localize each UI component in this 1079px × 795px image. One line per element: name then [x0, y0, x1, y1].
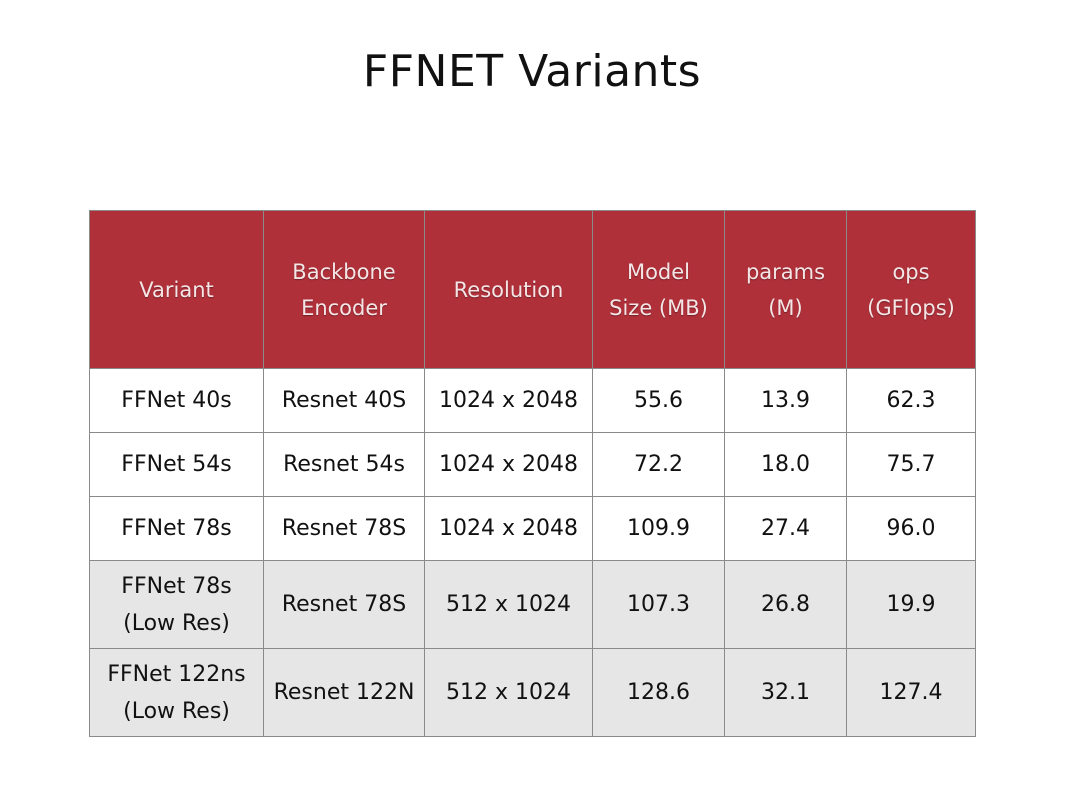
column-header-label: Model: [626, 259, 691, 284]
cell-resolution: 512 x 1024: [424, 648, 593, 737]
cell-text: Resnet 40S: [281, 388, 407, 413]
cell-text: 1024 x 2048: [439, 388, 578, 413]
cell-text: 127.4: [879, 680, 943, 705]
cell-text: FFNet 78s: [121, 573, 232, 599]
cell-text: 107.3: [627, 592, 690, 617]
cell-params: 27.4: [724, 496, 847, 561]
cell-text: FFNet 78s: [121, 516, 232, 541]
cell-backbone: Resnet 78S: [263, 560, 425, 649]
cell-backbone: Resnet 40S: [263, 368, 425, 433]
cell-model-size: 55.6: [592, 368, 725, 433]
cell-text: 512 x 1024: [446, 680, 571, 705]
cell-text: Resnet 78S: [281, 516, 407, 541]
column-header-model-size: Model Size (MB): [592, 210, 725, 369]
cell-text: 96.0: [886, 516, 936, 541]
cell-model-size: 109.9: [592, 496, 725, 561]
table-row: FFNet 40s Resnet 40S 1024 x 2048 55.6 13.9 62…: [89, 368, 976, 433]
cell-backbone: Resnet 78S: [263, 496, 425, 561]
cell-params: 32.1: [724, 648, 847, 737]
cell-model-size: 128.6: [592, 648, 725, 737]
cell-text: 19.9: [886, 592, 936, 617]
cell-params: 26.8: [724, 560, 847, 649]
cell-text: 26.8: [761, 592, 810, 617]
column-header-params: params (M): [724, 210, 847, 369]
cell-text: 128.6: [627, 680, 690, 705]
cell-text: FFNet 54s: [121, 452, 232, 477]
cell-backbone: Resnet 54s: [263, 432, 425, 497]
cell-variant: FFNet 78s: [89, 496, 264, 561]
column-header-resolution: Resolution: [424, 210, 593, 369]
cell-params: 18.0: [724, 432, 847, 497]
column-header-label: Resolution: [453, 277, 564, 302]
cell-params: 13.9: [724, 368, 847, 433]
column-header-label: (GFlops): [867, 295, 955, 320]
column-header-variant: Variant: [89, 210, 264, 369]
cell-backbone: Resnet 122N: [263, 648, 425, 737]
cell-resolution: 1024 x 2048: [424, 368, 593, 433]
cell-ops: 75.7: [846, 432, 976, 497]
variants-table: Variant Backbone Encoder Resolution Model Siz…: [89, 210, 976, 737]
column-header-label: ops: [892, 259, 930, 284]
cell-text: Resnet 122N: [273, 680, 415, 705]
cell-text: 75.7: [886, 452, 936, 477]
cell-text: Resnet 78S: [281, 592, 407, 617]
cell-text: 18.0: [761, 452, 810, 477]
cell-text: 27.4: [761, 516, 810, 541]
column-header-label: Encoder: [301, 295, 387, 320]
cell-text: 13.9: [761, 388, 810, 413]
cell-text: Resnet 54s: [283, 452, 405, 477]
table-row: FFNet 122ns (Low Res) Resnet 122N 512 x 102…: [89, 648, 976, 737]
cell-ops: 96.0: [846, 496, 976, 561]
cell-resolution: 512 x 1024: [424, 560, 593, 649]
cell-ops: 19.9: [846, 560, 976, 649]
cell-model-size: 72.2: [592, 432, 725, 497]
table-row: FFNet 78s (Low Res) Resnet 78S 512 x 1024 10…: [89, 560, 976, 649]
table-header-row: Variant Backbone Encoder Resolution Model Siz…: [89, 210, 976, 369]
column-header-ops: ops (GFlops): [846, 210, 976, 369]
cell-variant: FFNet 54s: [89, 432, 264, 497]
cell-model-size: 107.3: [592, 560, 725, 649]
cell-text: 32.1: [761, 680, 810, 705]
cell-text: (Low Res): [123, 698, 230, 724]
column-header-label: (M): [768, 295, 803, 320]
cell-text: 72.2: [634, 452, 683, 477]
cell-resolution: 1024 x 2048: [424, 496, 593, 561]
cell-variant: FFNet 122ns (Low Res): [89, 648, 264, 737]
table-row: FFNet 78s Resnet 78S 1024 x 2048 109.9 27.4 9…: [89, 496, 976, 561]
cell-text: (Low Res): [123, 610, 230, 636]
table-row: FFNet 54s Resnet 54s 1024 x 2048 72.2 18.0 75…: [89, 432, 976, 497]
cell-resolution: 1024 x 2048: [424, 432, 593, 497]
cell-text: 109.9: [627, 516, 690, 541]
cell-text: 1024 x 2048: [439, 516, 578, 541]
column-header-label: params: [745, 259, 826, 284]
column-header-backbone: Backbone Encoder: [263, 210, 425, 369]
cell-ops: 62.3: [846, 368, 976, 433]
cell-text: 1024 x 2048: [439, 452, 578, 477]
cell-text: 512 x 1024: [446, 592, 571, 617]
cell-text: 62.3: [886, 388, 936, 413]
cell-text: FFNet 122ns: [107, 661, 246, 687]
column-header-label: Variant: [139, 277, 214, 302]
cell-text: 55.6: [634, 388, 683, 413]
cell-ops: 127.4: [846, 648, 976, 737]
cell-variant: FFNet 78s (Low Res): [89, 560, 264, 649]
column-header-label: Size (MB): [609, 295, 708, 320]
column-header-label: Backbone: [292, 259, 396, 284]
cell-text: FFNet 40s: [121, 388, 232, 413]
page-title: FFNET Variants: [362, 46, 702, 97]
cell-variant: FFNet 40s: [89, 368, 264, 433]
